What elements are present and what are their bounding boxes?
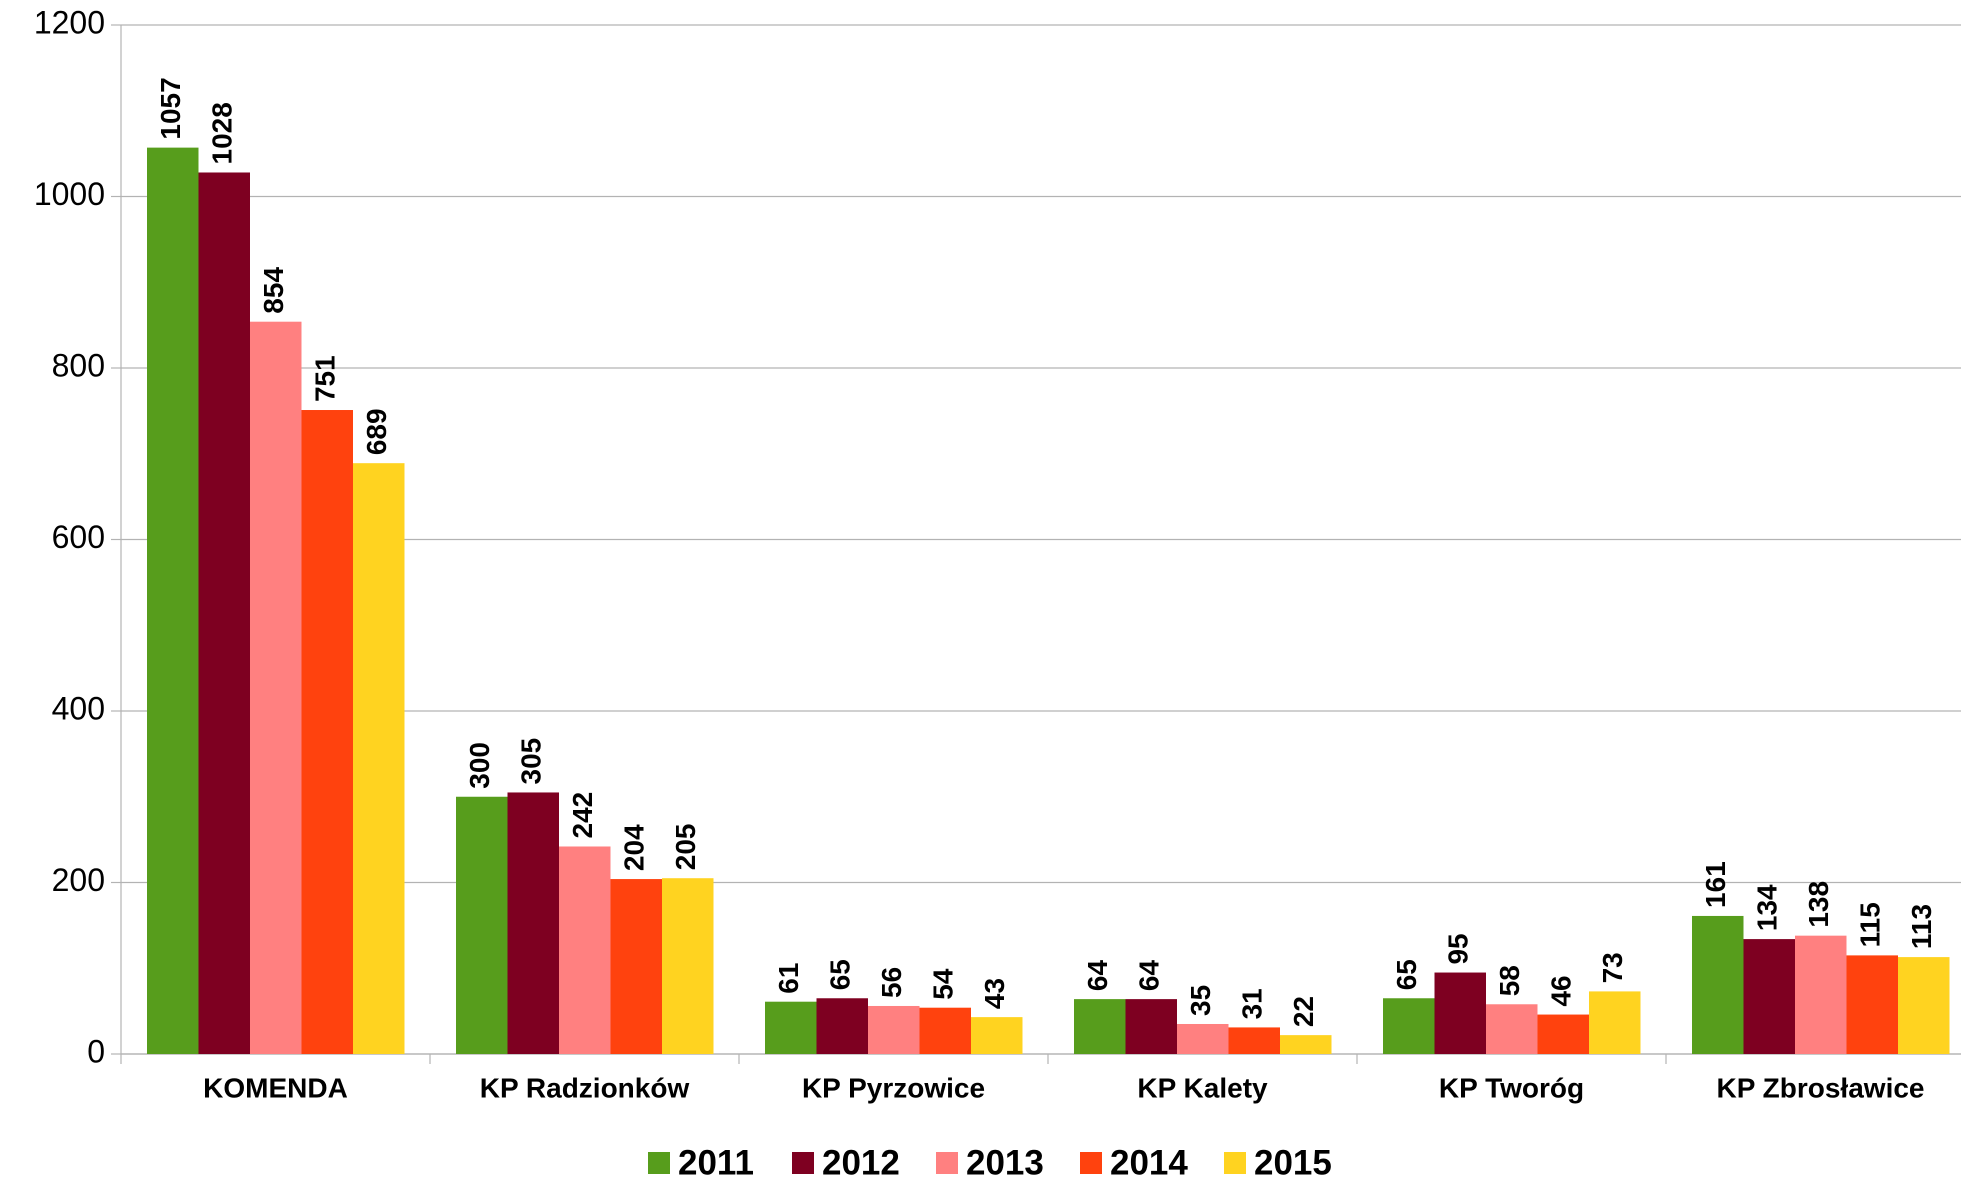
value-label: 242	[567, 792, 598, 839]
bar	[1486, 1004, 1538, 1054]
value-label: 1028	[207, 102, 238, 164]
value-label: 113	[1906, 904, 1937, 949]
y-tick-label: 0	[87, 1033, 105, 1069]
value-label: 64	[1134, 960, 1165, 992]
y-tick-label: 600	[52, 519, 105, 555]
legend-swatch	[1224, 1152, 1246, 1174]
value-label: 95	[1443, 933, 1474, 964]
bar	[816, 998, 868, 1054]
bar	[971, 1017, 1023, 1054]
value-label: 161	[1700, 861, 1731, 908]
bar	[198, 172, 250, 1055]
value-label: 46	[1546, 975, 1577, 1006]
value-label: 73	[1597, 952, 1628, 983]
value-label: 58	[1494, 965, 1525, 996]
legend-label: 2012	[822, 1143, 900, 1180]
x-tick-label: KP Tworóg	[1439, 1072, 1584, 1103]
bar	[919, 1007, 971, 1054]
value-label: 300	[464, 742, 495, 789]
bar	[507, 792, 559, 1054]
legend-swatch	[1080, 1152, 1102, 1174]
value-label: 56	[876, 967, 907, 998]
x-tick-label: KP Radzionków	[480, 1072, 690, 1103]
bar	[1846, 955, 1898, 1054]
value-label: 305	[516, 738, 547, 785]
y-tick-label: 200	[52, 862, 105, 898]
value-label: 689	[361, 408, 392, 455]
bar	[610, 879, 662, 1054]
bar	[1228, 1027, 1280, 1054]
value-label: 65	[1391, 959, 1422, 990]
bar	[147, 147, 199, 1054]
bar	[1589, 991, 1641, 1054]
bar	[662, 878, 714, 1054]
value-label: 115	[1855, 902, 1886, 947]
value-label: 22	[1288, 996, 1319, 1027]
y-tick-label: 1000	[34, 176, 105, 212]
x-tick-label: KP Kalety	[1137, 1072, 1268, 1103]
legend-swatch	[648, 1152, 670, 1174]
value-label: 65	[825, 959, 856, 990]
value-label: 54	[928, 968, 959, 1000]
legend-label: 2015	[1254, 1143, 1332, 1180]
value-label: 35	[1185, 985, 1216, 1016]
bar	[1795, 935, 1847, 1054]
y-tick-label: 800	[52, 347, 105, 383]
legend-label: 2014	[1110, 1143, 1188, 1180]
value-label: 204	[619, 824, 650, 871]
value-label: 205	[670, 823, 701, 870]
bar	[1074, 999, 1126, 1054]
bar	[559, 846, 611, 1054]
y-tick-label: 400	[52, 690, 105, 726]
value-label: 751	[310, 355, 341, 402]
legend-label: 2013	[966, 1143, 1044, 1180]
bar	[1898, 957, 1950, 1054]
bar	[1383, 998, 1435, 1054]
value-label: 43	[979, 978, 1010, 1009]
bar	[301, 410, 353, 1055]
value-label: 138	[1803, 881, 1834, 928]
y-tick-label: 1200	[34, 4, 105, 40]
bar	[250, 321, 302, 1054]
x-tick-label: KP Zbrosławice	[1716, 1072, 1924, 1103]
bar	[1177, 1023, 1229, 1054]
x-tick-label: KP Pyrzowice	[802, 1072, 985, 1103]
value-label: 64	[1082, 960, 1113, 992]
legend-swatch	[936, 1152, 958, 1174]
bar	[353, 463, 405, 1054]
bar	[868, 1005, 920, 1054]
value-label: 1057	[155, 77, 186, 139]
x-tick-label: KOMENDA	[203, 1072, 348, 1103]
bar	[1537, 1014, 1589, 1054]
value-label: 134	[1752, 884, 1783, 931]
bar	[765, 1001, 817, 1054]
legend-label: 2011	[678, 1143, 754, 1180]
value-label: 31	[1237, 988, 1268, 1019]
bar	[1125, 999, 1177, 1054]
value-label: 854	[258, 267, 289, 314]
bar	[1280, 1035, 1332, 1054]
value-label: 61	[773, 963, 804, 994]
bar	[1692, 915, 1744, 1054]
bar	[1434, 972, 1486, 1054]
legend-swatch	[792, 1152, 814, 1174]
bar	[456, 796, 508, 1054]
bar	[1743, 939, 1795, 1054]
